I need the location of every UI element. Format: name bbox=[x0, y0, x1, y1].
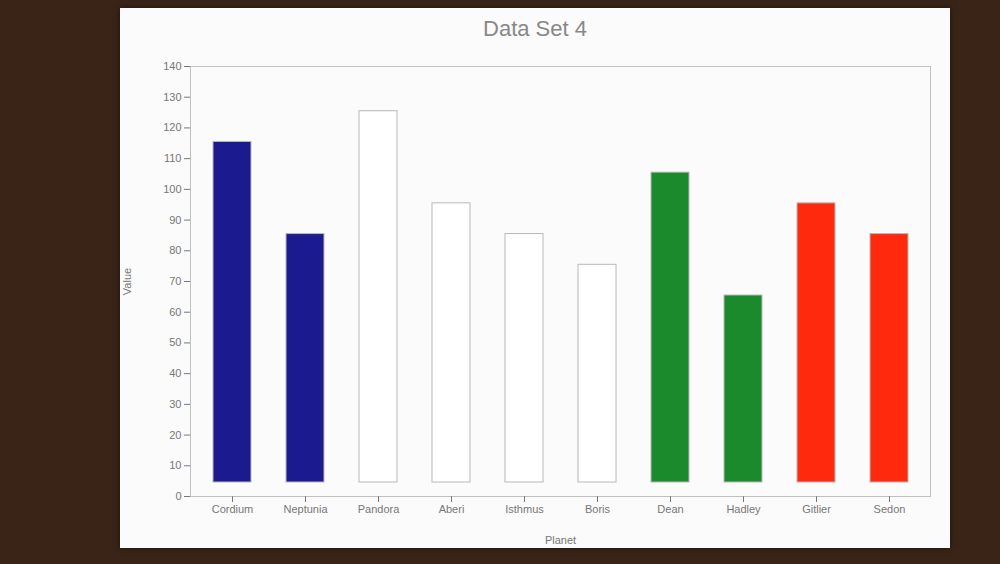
svg-text:Neptunia: Neptunia bbox=[283, 503, 328, 515]
svg-text:Hadley: Hadley bbox=[726, 503, 761, 515]
svg-text:0: 0 bbox=[175, 490, 181, 502]
svg-text:Cordium: Cordium bbox=[212, 503, 254, 515]
svg-text:110: 110 bbox=[164, 152, 182, 164]
svg-text:50: 50 bbox=[169, 336, 181, 348]
svg-text:80: 80 bbox=[169, 244, 181, 256]
svg-text:Planet: Planet bbox=[545, 534, 576, 546]
svg-text:Dean: Dean bbox=[657, 503, 683, 515]
svg-text:120: 120 bbox=[163, 121, 181, 133]
svg-text:30: 30 bbox=[169, 398, 181, 410]
svg-text:140: 140 bbox=[163, 60, 181, 72]
svg-text:Pandora: Pandora bbox=[358, 503, 400, 515]
svg-text:40: 40 bbox=[169, 367, 181, 379]
svg-text:Boris: Boris bbox=[585, 503, 611, 515]
svg-text:Value: Value bbox=[121, 268, 133, 295]
svg-text:Sedon: Sedon bbox=[874, 503, 906, 515]
svg-text:90: 90 bbox=[169, 214, 181, 226]
svg-text:130: 130 bbox=[163, 91, 181, 103]
svg-text:70: 70 bbox=[169, 275, 181, 287]
svg-text:100: 100 bbox=[163, 183, 181, 195]
svg-text:Gitlier: Gitlier bbox=[802, 503, 831, 515]
svg-text:20: 20 bbox=[169, 429, 181, 441]
svg-text:10: 10 bbox=[169, 459, 181, 471]
html-text:Data Set 4: Data Set 4 bbox=[483, 16, 587, 41]
svg-text:60: 60 bbox=[169, 306, 181, 318]
svg-text:Aberi: Aberi bbox=[439, 503, 465, 515]
svg-text:Isthmus: Isthmus bbox=[505, 503, 544, 515]
